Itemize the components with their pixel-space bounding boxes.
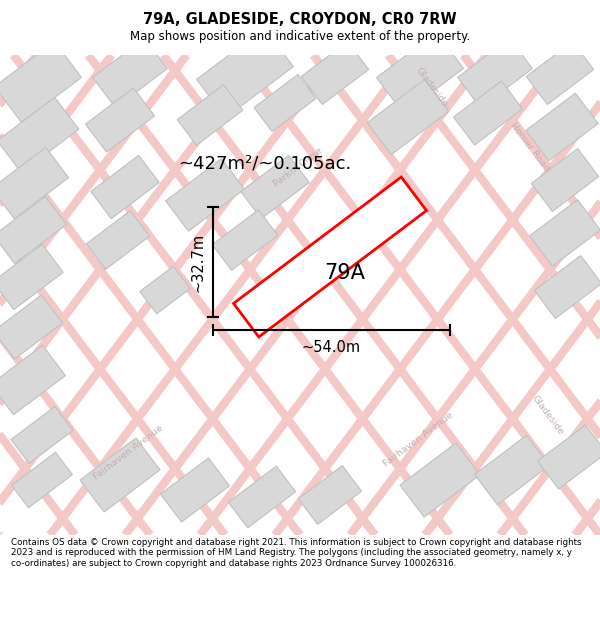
Polygon shape: [166, 159, 244, 231]
Polygon shape: [0, 41, 82, 122]
Text: Fairhaven Avenue: Fairhaven Avenue: [91, 424, 164, 482]
Text: Contains OS data © Crown copyright and database right 2021. This information is : Contains OS data © Crown copyright and d…: [11, 538, 581, 568]
Polygon shape: [86, 211, 149, 269]
Text: Gladeside: Gladeside: [414, 66, 450, 109]
Text: ~32.7m: ~32.7m: [190, 232, 205, 291]
Polygon shape: [0, 98, 79, 172]
Polygon shape: [530, 200, 600, 266]
Text: 79A: 79A: [325, 263, 365, 283]
Polygon shape: [11, 406, 73, 464]
Polygon shape: [177, 85, 243, 145]
Polygon shape: [0, 295, 62, 359]
Text: 79A, GLADESIDE, CROYDON, CR0 7RW: 79A, GLADESIDE, CROYDON, CR0 7RW: [143, 12, 457, 27]
Polygon shape: [400, 443, 480, 517]
Polygon shape: [301, 42, 368, 104]
Text: Fairhaven Avenue: Fairhaven Avenue: [382, 411, 455, 469]
Text: Gladeside: Gladeside: [530, 394, 566, 436]
Polygon shape: [229, 466, 296, 528]
Polygon shape: [526, 42, 593, 104]
Polygon shape: [454, 81, 523, 145]
Polygon shape: [458, 38, 532, 107]
Polygon shape: [298, 466, 362, 524]
Polygon shape: [377, 32, 463, 114]
Polygon shape: [86, 88, 154, 152]
Polygon shape: [367, 79, 449, 154]
Polygon shape: [532, 149, 599, 211]
Text: ~427m²/~0.105ac.: ~427m²/~0.105ac.: [178, 154, 352, 172]
Text: Map shows position and indicative extent of the property.: Map shows position and indicative extent…: [130, 30, 470, 43]
Polygon shape: [92, 38, 167, 107]
Polygon shape: [0, 196, 67, 264]
Text: Homer Road: Homer Road: [509, 121, 551, 173]
Polygon shape: [0, 244, 63, 309]
Polygon shape: [11, 452, 73, 508]
Polygon shape: [475, 435, 550, 505]
Polygon shape: [140, 266, 190, 314]
Text: Parkm Close: Parkm Close: [272, 146, 324, 188]
Polygon shape: [254, 74, 316, 131]
Polygon shape: [526, 93, 598, 161]
Polygon shape: [161, 458, 229, 522]
Polygon shape: [241, 156, 309, 219]
Polygon shape: [233, 177, 427, 337]
Polygon shape: [535, 256, 600, 318]
Polygon shape: [212, 210, 278, 270]
Polygon shape: [0, 345, 65, 415]
Polygon shape: [197, 28, 293, 118]
Text: ~54.0m: ~54.0m: [302, 340, 361, 355]
Polygon shape: [80, 438, 160, 512]
Polygon shape: [0, 148, 68, 219]
Polygon shape: [91, 156, 159, 219]
Polygon shape: [538, 425, 600, 489]
